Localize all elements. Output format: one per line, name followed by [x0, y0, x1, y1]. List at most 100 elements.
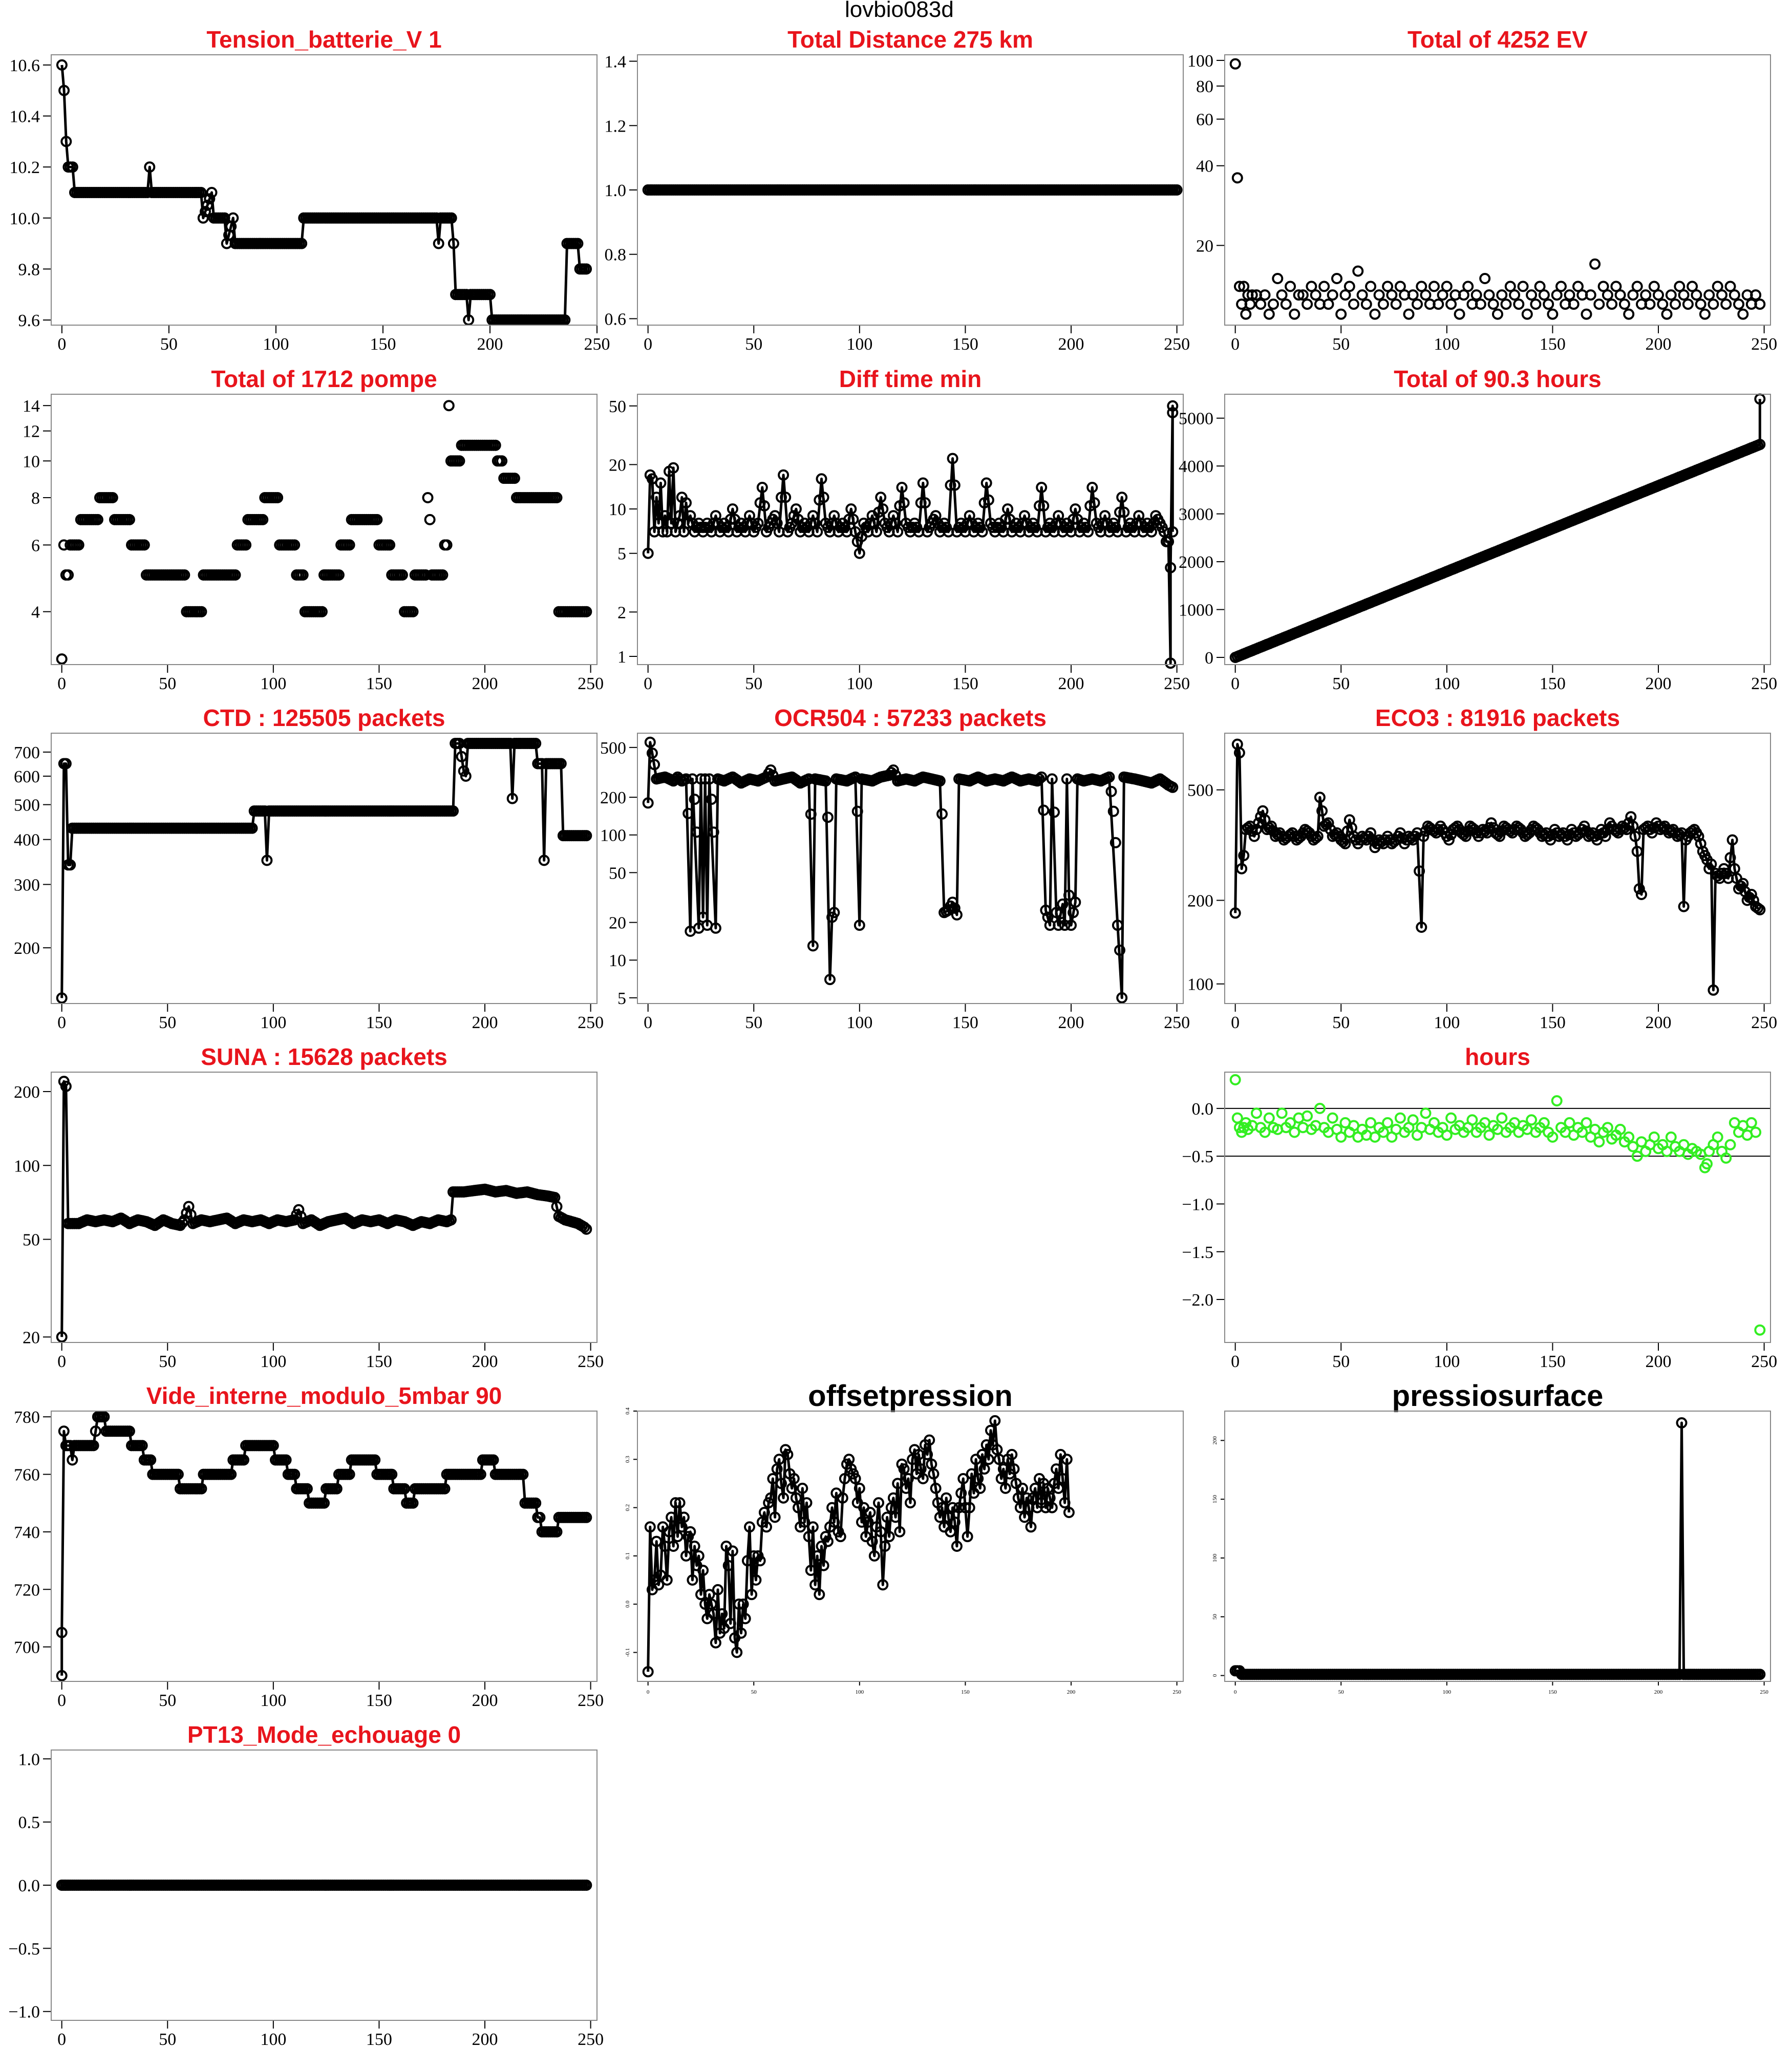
y-tick-label: −0.5 — [8, 1939, 40, 1958]
data-point — [1445, 298, 1457, 310]
data-point — [123, 514, 135, 525]
data-point — [1708, 298, 1719, 310]
data-point — [1112, 920, 1123, 931]
x-tick-label: 0 — [57, 1691, 66, 1710]
data-point — [1576, 1126, 1588, 1138]
data-point — [919, 497, 931, 509]
series-line — [60, 742, 587, 998]
data-point — [826, 1502, 838, 1513]
x-tick-label: 250 — [1164, 674, 1190, 693]
data-point — [424, 514, 436, 525]
data-point — [1428, 281, 1440, 292]
data-point — [316, 606, 328, 617]
data-point — [204, 193, 216, 205]
data-point — [1479, 273, 1491, 284]
data-point — [1057, 1473, 1069, 1484]
plot-frame — [1224, 1072, 1771, 1343]
data-point — [225, 1468, 237, 1480]
data-point — [1314, 792, 1326, 803]
data-point — [1678, 289, 1690, 301]
data-point — [877, 503, 889, 515]
x-tick-label: 250 — [578, 674, 604, 693]
y-tick-label: 2000 — [1179, 553, 1213, 572]
data-point — [1025, 1521, 1037, 1533]
data-point — [1412, 298, 1423, 310]
panel-p16: PT13_Mode_echouage 0 0 50 100 150 200 250 −1.0 −… — [8, 1721, 604, 2048]
panel-p10: SUNA : 15628 packets 0 50 100 150 200 250 20 50 1… — [14, 1043, 604, 1371]
data-point — [915, 1463, 927, 1475]
x-tick-label: 50 — [159, 2030, 176, 2048]
data-point — [1236, 863, 1248, 874]
x-tick-label: 50 — [159, 1013, 176, 1032]
data-point — [60, 136, 72, 147]
data-point — [1724, 281, 1736, 292]
y-tick-label: 14 — [23, 397, 40, 416]
data-point — [1352, 265, 1364, 277]
data-point — [1705, 858, 1717, 870]
data-point — [1165, 657, 1177, 669]
data-point — [456, 751, 467, 762]
data-point — [1229, 1074, 1241, 1085]
data-point — [1754, 393, 1766, 405]
data-point — [847, 514, 859, 525]
data-point — [856, 1516, 867, 1528]
y-tick-label: 720 — [14, 1581, 40, 1599]
data-point — [1494, 830, 1506, 842]
data-point — [790, 1492, 802, 1504]
y-tick-label: 1.2 — [605, 117, 627, 136]
data-point — [1065, 920, 1077, 931]
data-point — [344, 539, 355, 551]
data-point — [646, 473, 658, 485]
x-tick-label: 0 — [1234, 1689, 1237, 1695]
data-point — [902, 1473, 914, 1484]
data-point — [145, 1454, 157, 1466]
y-tick-label: 10.0 — [10, 209, 40, 228]
data-point — [1343, 281, 1355, 292]
data-point — [1289, 1126, 1300, 1138]
data-point — [699, 1598, 711, 1610]
data-point — [818, 492, 829, 503]
y-tick-label: 500 — [14, 796, 40, 815]
data-point — [67, 161, 78, 173]
data-point — [900, 1482, 912, 1494]
data-point — [930, 1482, 942, 1494]
data-point — [1360, 298, 1372, 310]
data-point — [1029, 1482, 1041, 1494]
data-point — [1339, 289, 1351, 301]
data-point — [1107, 805, 1119, 817]
data-point — [972, 1473, 984, 1484]
data-point — [894, 1526, 906, 1538]
data-point — [60, 758, 72, 770]
data-point — [727, 1545, 738, 1557]
data-point — [786, 1482, 798, 1494]
data-point — [1167, 781, 1179, 793]
data-point — [733, 1598, 745, 1610]
data-point — [1356, 289, 1368, 301]
data-point — [790, 503, 802, 515]
x-tick-label: 0 — [644, 335, 652, 354]
data-point — [56, 653, 68, 665]
data-point — [883, 1531, 895, 1543]
data-point — [1745, 1117, 1757, 1128]
data-point — [735, 1627, 747, 1639]
data-point — [685, 1526, 696, 1538]
data-point — [854, 920, 865, 931]
x-tick-label: 150 — [952, 335, 978, 354]
data-point — [1657, 298, 1669, 310]
y-tick-label: 1.4 — [605, 53, 627, 72]
x-tick-label: 150 — [366, 1013, 392, 1032]
data-point — [1002, 503, 1014, 515]
x-tick-label: 150 — [1540, 1352, 1566, 1371]
data-point — [1382, 1117, 1394, 1128]
data-point — [1063, 889, 1075, 901]
data-point — [439, 1483, 451, 1495]
data-point — [1070, 897, 1081, 908]
data-point — [296, 238, 308, 249]
data-point — [551, 1526, 563, 1538]
data-point — [1377, 298, 1389, 310]
data-point — [746, 1589, 758, 1601]
data-point — [947, 897, 958, 908]
x-tick-label: 100 — [846, 335, 872, 354]
x-tick-label: 100 — [846, 674, 872, 693]
y-tick-label: 700 — [14, 1638, 40, 1657]
